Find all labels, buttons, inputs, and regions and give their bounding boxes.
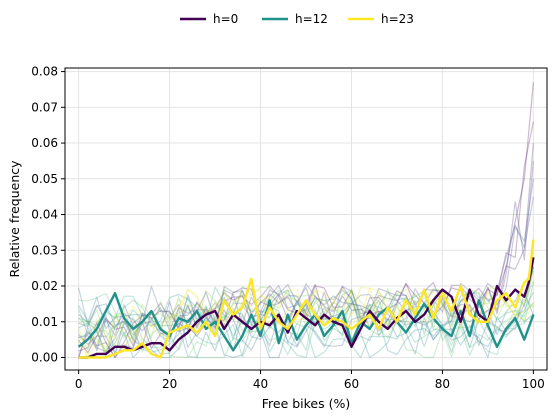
legend-label: h=0 [213, 12, 238, 26]
x-tick-label: 0 [75, 377, 83, 391]
y-tick-label: 0.04 [31, 208, 58, 222]
background-series-line [78, 286, 534, 359]
y-tick-label: 0.02 [31, 279, 58, 293]
x-tick-label: 40 [253, 377, 268, 391]
background-series-line [78, 270, 534, 359]
legend: h=0 h=12 h=23 [180, 12, 414, 26]
y-axis: 0.00 0.01 0.02 0.03 0.04 0.05 0.06 0.07 0.08 [31, 65, 65, 364]
background-series-line [78, 287, 534, 359]
y-tick-label: 0.03 [31, 243, 58, 257]
plot-frame [64, 67, 548, 371]
x-tick-label: 100 [522, 377, 545, 391]
x-tick-label: 80 [435, 377, 450, 391]
x-axis: 0 20 40 60 80 100 [75, 370, 545, 391]
x-tick-label: 20 [162, 377, 177, 391]
highlighted-series-group [77, 239, 535, 359]
series-line-h12 [77, 292, 535, 352]
background-series-line [78, 266, 534, 359]
y-tick-label: 0.05 [31, 172, 58, 186]
background-series-line [78, 265, 534, 359]
series-line-h23 [78, 239, 535, 359]
background-series-line [78, 266, 534, 359]
y-tick-label: 0.00 [31, 350, 58, 364]
legend-label: h=12 [295, 12, 328, 26]
y-tick-label: 0.07 [31, 100, 58, 114]
background-series-line [78, 286, 534, 359]
legend-label: h=23 [381, 12, 414, 26]
y-tick-label: 0.08 [31, 65, 58, 79]
y-tick-label: 0.06 [31, 136, 58, 150]
y-axis-label: Relative frequency [7, 160, 22, 278]
x-tick-label: 60 [344, 377, 359, 391]
series-line-h0 [78, 257, 535, 359]
y-tick-label: 0.01 [31, 315, 58, 329]
grid [65, 68, 547, 370]
background-series-line [78, 282, 534, 358]
background-series-line [78, 143, 534, 359]
background-series-line [78, 288, 534, 354]
x-axis-label: Free bikes (%) [262, 396, 351, 411]
